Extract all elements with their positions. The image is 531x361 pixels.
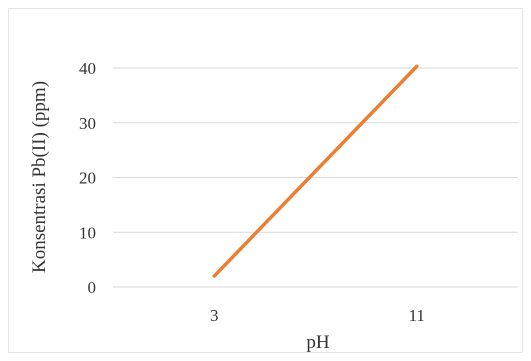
data-series	[212, 64, 419, 278]
y-axis-title: Konsentrasi Pb(II) (ppm)	[29, 81, 50, 273]
series-line	[212, 64, 419, 278]
gridlines	[113, 67, 518, 288]
y-tick-label: 40	[79, 59, 96, 78]
chart-frame	[8, 8, 523, 353]
y-tick-label: 10	[79, 223, 96, 242]
x-tick-label: 3	[210, 306, 219, 325]
y-tick-label: 20	[79, 169, 96, 188]
x-tick-labels: 3 11	[210, 306, 425, 325]
x-tick-label: 11	[409, 306, 425, 325]
x-axis-title: pH	[306, 332, 330, 353]
y-tick-label: 30	[79, 114, 96, 133]
y-tick-labels: 0 10 20 30 40	[79, 59, 96, 297]
y-tick-label: 0	[88, 278, 97, 297]
